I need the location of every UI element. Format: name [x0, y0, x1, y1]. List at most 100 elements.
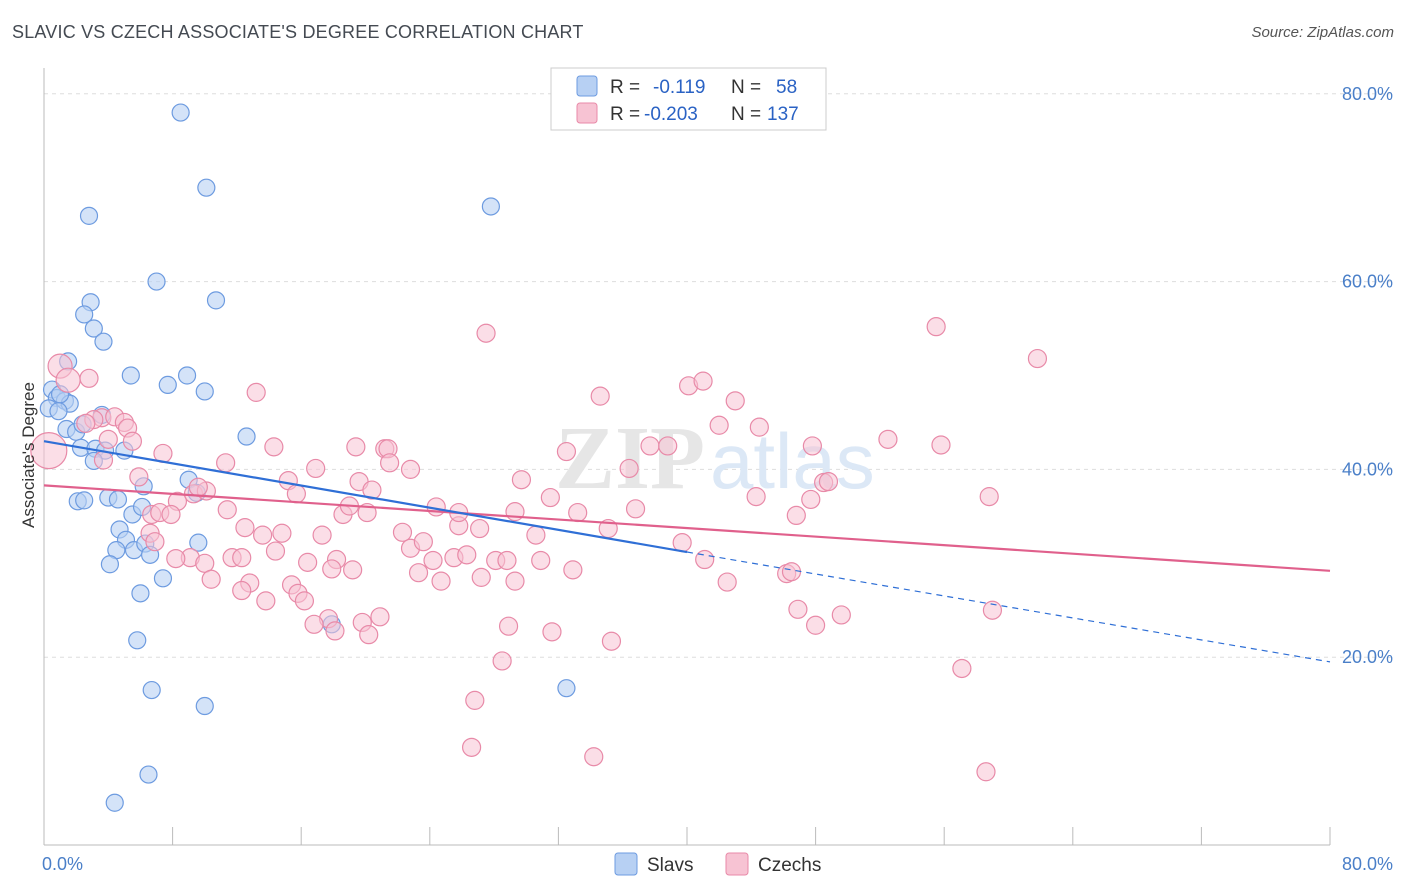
czechs-point — [982, 600, 1003, 620]
czechs-point — [294, 591, 315, 611]
slavs-point — [79, 206, 99, 225]
chart-title: SLAVIC VS CZECH ASSOCIATE'S DEGREE CORRE… — [12, 22, 584, 42]
czechs-point — [1027, 348, 1048, 369]
slavs-point — [121, 366, 140, 385]
czechs-point — [216, 453, 236, 473]
czechs-point — [979, 487, 999, 507]
legend-n-value-czechs: 137 — [767, 104, 799, 125]
czechs-point — [476, 323, 496, 343]
trend-lines — [43, 440, 1331, 663]
czechs-point — [542, 622, 562, 642]
czechs-point — [188, 477, 208, 497]
czechs-point — [802, 436, 822, 456]
czechs-point — [492, 651, 512, 671]
czechs-point — [695, 549, 715, 570]
czechs-point — [672, 533, 692, 553]
x-tick-label: 0.0% — [42, 854, 83, 874]
czechs-point — [831, 605, 851, 625]
legend-n-value-slavs: 58 — [776, 77, 797, 98]
slavs-trend-line — [43, 440, 688, 554]
slavs-point — [84, 319, 103, 338]
y-tick-label: 80.0% — [1342, 84, 1393, 104]
czechs-point — [584, 747, 604, 767]
czechs-point — [380, 453, 400, 473]
czechs-point — [693, 371, 713, 391]
slavs-point — [108, 490, 128, 509]
czechs-point — [511, 470, 532, 490]
bottom-legend: Slavs Czechs — [614, 852, 821, 876]
czechs-point — [471, 567, 491, 587]
x-tick-label: 80.0% — [1342, 854, 1393, 874]
czechs-point — [76, 413, 96, 433]
czechs-point — [343, 560, 363, 580]
czechs-point — [431, 571, 451, 591]
czechs-point — [145, 532, 165, 552]
czechs-point — [505, 571, 525, 591]
bottom-legend-swatch-czechs — [725, 852, 749, 876]
czechs-point — [370, 607, 390, 627]
slavs-point — [75, 491, 94, 510]
czechs-point — [749, 417, 769, 437]
czechs-point — [166, 548, 186, 569]
czechs-point — [265, 541, 286, 561]
czechs-point — [976, 762, 996, 782]
slavs-point — [147, 272, 166, 291]
czechs-point — [461, 737, 482, 757]
slavs-point — [195, 696, 214, 716]
bottom-legend-label-slavs: Slavs — [647, 855, 693, 876]
czechs-point — [362, 480, 382, 500]
slavs-point — [131, 584, 150, 603]
czechs-point — [717, 572, 737, 592]
czechs-point — [201, 569, 221, 589]
czechs-point — [640, 436, 660, 456]
czechs-point — [952, 658, 972, 679]
slavs-point — [206, 291, 226, 310]
y-tick-label: 60.0% — [1342, 272, 1393, 292]
source-label: Source: ZipAtlas.com — [1251, 24, 1394, 41]
czechs-point — [413, 532, 433, 552]
legend-swatch-czechs — [576, 102, 598, 124]
czechs-point — [161, 504, 181, 525]
y-axis-label: Associate's Degree — [19, 382, 38, 528]
czechs-trend-line — [43, 484, 1331, 572]
legend-r-label-slavs: R = — [610, 77, 640, 98]
slavs-point — [139, 765, 158, 784]
legend-n-label-slavs: N = — [731, 77, 761, 98]
slavs-point — [153, 569, 173, 588]
czechs-point — [235, 518, 255, 538]
slavs-point — [171, 103, 190, 122]
czechs-point — [465, 690, 485, 710]
slavs-point — [94, 332, 113, 351]
slavs-point — [189, 533, 208, 552]
czechs-point — [470, 518, 490, 539]
czechs-point — [926, 317, 946, 337]
czechs-point — [325, 621, 345, 641]
czechs-point — [878, 429, 898, 449]
czechs-point — [781, 562, 802, 582]
slavs-point — [49, 402, 68, 421]
slavs-point — [158, 375, 177, 394]
legend-r-value-slavs: -0.119 — [653, 77, 705, 98]
czechs-point — [725, 391, 745, 411]
bottom-legend-swatch-slavs — [614, 852, 638, 876]
czechs-point — [556, 441, 577, 462]
slavs-point — [197, 178, 216, 197]
slavs-point — [237, 427, 256, 446]
czechs-point — [540, 487, 560, 508]
y-tick-label: 20.0% — [1342, 647, 1393, 667]
czechs-point — [30, 432, 68, 470]
watermark-zip: ZIP — [555, 409, 705, 508]
czechs-point — [563, 560, 583, 580]
czechs-point — [788, 599, 808, 619]
slavs-point — [100, 555, 120, 574]
y-tick-label: 40.0% — [1342, 459, 1393, 479]
legend: R = -0.119 N = 58 R = -0.203 N = 137 — [550, 67, 827, 131]
czechs-point — [498, 616, 519, 636]
czechs-point — [423, 550, 443, 571]
czechs-point — [286, 484, 306, 504]
legend-r-label-czechs: R = — [610, 104, 640, 125]
slavs-point — [177, 366, 197, 385]
slavs-trend-line-extension — [686, 551, 1331, 663]
slavs-points — [39, 103, 576, 812]
